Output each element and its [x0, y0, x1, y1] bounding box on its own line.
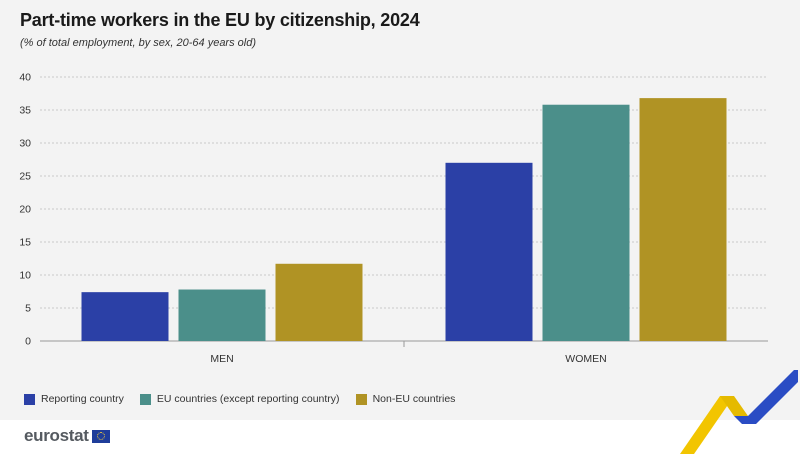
legend-item-eu: EU countries (except reporting country) — [139, 393, 340, 405]
legend-swatch-non-eu — [355, 393, 367, 405]
bar-men-series-2 — [275, 263, 363, 341]
chart-subtitle: (% of total employment, by sex, 20-64 ye… — [20, 37, 256, 49]
y-tick-label: 5 — [25, 303, 31, 315]
legend-label-reporting: Reporting country — [41, 393, 124, 405]
y-tick-label: 15 — [19, 237, 31, 249]
logo-text: eurostat — [24, 426, 89, 445]
chart-title: Part-time workers in the EU by citizensh… — [20, 10, 420, 30]
legend-swatch-reporting — [24, 393, 35, 405]
legend-label-eu: EU countries (except reporting country) — [156, 393, 340, 405]
brand-chevron-icon — [680, 370, 798, 454]
chart-legend: Reporting country EU countries (except r… — [24, 392, 471, 406]
bar-men-series-1 — [178, 289, 266, 341]
y-tick-label: 0 — [25, 336, 31, 348]
x-tick-label: WOMEN — [565, 353, 606, 365]
y-tick-label: 25 — [19, 171, 31, 183]
legend-item-non-eu: Non-EU countries — [355, 393, 456, 405]
y-tick-label: 40 — [19, 72, 31, 84]
y-tick-label: 20 — [19, 204, 31, 216]
x-tick-label: MEN — [210, 353, 233, 365]
y-tick-label: 30 — [19, 138, 31, 150]
legend-swatch-eu — [139, 393, 151, 405]
bar-women-series-1 — [542, 104, 630, 341]
bar-men-series-0 — [81, 292, 169, 341]
bar-women-series-2 — [639, 98, 727, 342]
eu-flag-icon — [91, 429, 110, 443]
eurostat-logo: eurostat — [24, 426, 110, 446]
bar-women-series-0 — [445, 162, 533, 341]
legend-label-non-eu: Non-EU countries — [372, 393, 456, 405]
legend-item-reporting: Reporting country — [24, 393, 124, 405]
y-tick-label: 35 — [19, 105, 31, 117]
footer — [0, 420, 800, 456]
y-tick-label: 10 — [19, 270, 31, 282]
